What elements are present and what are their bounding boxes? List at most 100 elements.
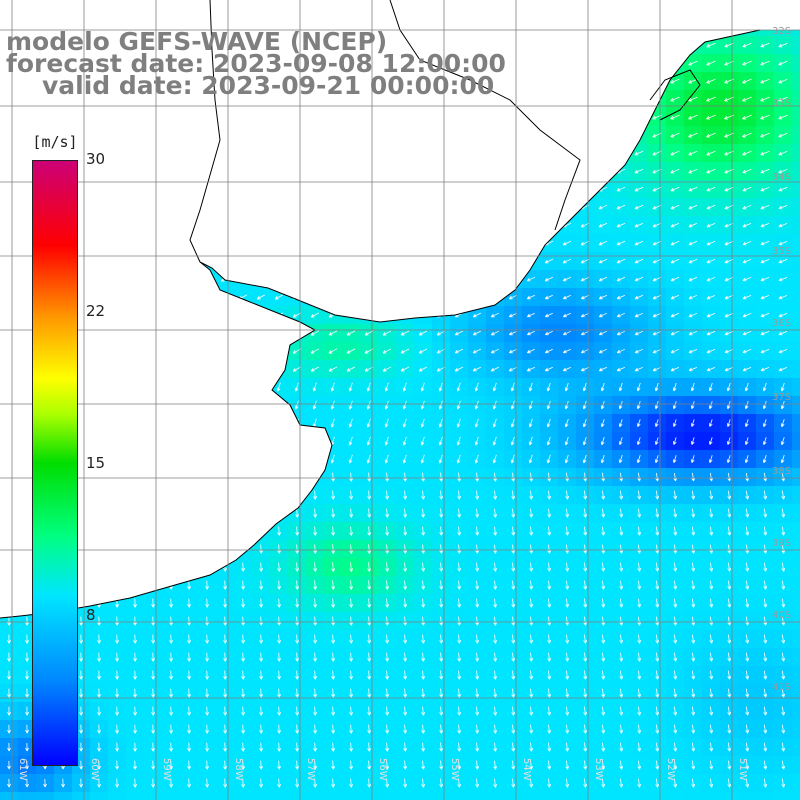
wind-arrow bbox=[601, 742, 606, 752]
wind-arrow bbox=[780, 419, 785, 428]
wind-arrow bbox=[688, 150, 698, 156]
wind-arrow bbox=[241, 562, 245, 572]
wind-arrow bbox=[634, 366, 644, 372]
wind-speed-cell bbox=[270, 792, 288, 800]
wind-arrow bbox=[781, 724, 786, 734]
wind-arrow bbox=[475, 634, 480, 644]
wind-arrow bbox=[780, 400, 785, 410]
wind-arrow bbox=[348, 436, 353, 446]
wind-arrow bbox=[511, 742, 516, 752]
wind-arrow bbox=[528, 382, 533, 392]
wind-speed-cell bbox=[792, 72, 800, 90]
wind-arrow bbox=[655, 706, 660, 716]
latitude-label: 37S bbox=[772, 392, 791, 403]
wind-arrow bbox=[367, 634, 372, 644]
wind-arrow bbox=[169, 652, 173, 662]
wind-arrow bbox=[223, 634, 227, 644]
wind-arrow bbox=[277, 526, 281, 536]
wind-arrow bbox=[654, 419, 659, 427]
wind-arrow bbox=[295, 598, 299, 608]
wind-arrow bbox=[616, 330, 625, 336]
wind-arrow bbox=[511, 760, 516, 770]
longitude-labels: 61W 60W 59W 58W 57W 56W 55W 54W 53W 52W 51W bbox=[17, 758, 748, 781]
wind-arrow bbox=[25, 742, 29, 752]
wind-arrow bbox=[565, 616, 570, 626]
wind-arrow bbox=[349, 742, 353, 752]
wind-arrow bbox=[205, 724, 209, 734]
wind-arrow bbox=[312, 400, 317, 410]
wind-arrow bbox=[421, 652, 426, 662]
wind-arrow bbox=[115, 760, 119, 770]
wind-arrow bbox=[385, 652, 390, 662]
wind-arrow bbox=[670, 312, 680, 318]
wind-arrow bbox=[511, 652, 516, 662]
wind-arrow bbox=[259, 616, 263, 626]
wind-arrow bbox=[187, 688, 191, 698]
wind-speed-cell bbox=[792, 54, 800, 72]
wind-speed-cell bbox=[792, 162, 800, 180]
wind-arrow bbox=[7, 706, 11, 716]
wind-speed-cell bbox=[648, 792, 666, 800]
wind-arrow bbox=[313, 706, 317, 716]
wind-arrow bbox=[439, 472, 444, 482]
wind-arrow bbox=[295, 616, 299, 626]
wind-arrow bbox=[562, 276, 572, 282]
wind-arrow bbox=[619, 472, 624, 482]
wind-speed-cell bbox=[792, 306, 800, 324]
wind-arrow bbox=[382, 330, 392, 336]
wind-arrow bbox=[742, 60, 752, 66]
wind-arrow bbox=[637, 634, 642, 644]
wind-speed-cell bbox=[792, 720, 800, 738]
wind-arrow bbox=[529, 616, 534, 626]
wind-arrow bbox=[493, 598, 498, 608]
wind-speed-cell bbox=[180, 792, 198, 800]
wind-arrow bbox=[727, 526, 732, 536]
wind-arrow bbox=[511, 544, 516, 554]
wind-arrow bbox=[727, 634, 732, 644]
wind-arrow bbox=[439, 706, 444, 716]
wind-arrow bbox=[43, 778, 47, 788]
wind-arrow bbox=[79, 742, 83, 752]
wind-arrow bbox=[528, 400, 533, 410]
wind-speed-cell bbox=[792, 756, 800, 774]
wind-arrow bbox=[565, 742, 570, 752]
wind-arrow bbox=[529, 724, 534, 734]
wind-arrow bbox=[634, 186, 644, 192]
wind-arrow bbox=[259, 544, 263, 554]
wind-arrow bbox=[187, 580, 191, 590]
wind-arrow bbox=[187, 670, 191, 680]
wind-arrow bbox=[601, 472, 606, 482]
wind-arrow bbox=[580, 366, 589, 372]
wind-arrow bbox=[745, 652, 750, 662]
wind-arrow bbox=[7, 688, 11, 698]
wind-speed-cell bbox=[18, 792, 36, 800]
wind-arrow bbox=[25, 778, 29, 788]
longitude-label: 61W bbox=[17, 758, 28, 781]
wind-arrow bbox=[223, 706, 227, 716]
wind-arrow bbox=[205, 580, 209, 590]
wind-arrow bbox=[709, 508, 714, 518]
wind-arrow bbox=[562, 312, 571, 318]
wind-arrow bbox=[205, 742, 209, 752]
wind-arrow bbox=[529, 760, 534, 770]
wind-arrow bbox=[709, 544, 714, 554]
wind-speed-cell bbox=[90, 792, 108, 800]
wind-arrow bbox=[403, 688, 408, 698]
wind-arrow bbox=[313, 634, 317, 644]
wind-arrow bbox=[637, 742, 642, 752]
wind-arrow bbox=[583, 544, 588, 554]
wind-arrow bbox=[688, 96, 698, 102]
wind-arrow bbox=[742, 276, 752, 282]
wind-speed-cell bbox=[792, 288, 800, 306]
wind-arrow bbox=[691, 760, 696, 770]
wind-arrow bbox=[706, 78, 716, 84]
wind-speed-cell bbox=[792, 234, 800, 252]
wind-arrow bbox=[709, 688, 714, 698]
wind-arrow bbox=[115, 670, 119, 680]
wind-arrow bbox=[618, 382, 623, 392]
wind-arrow bbox=[312, 382, 317, 392]
wind-arrow bbox=[526, 330, 535, 336]
wind-arrow bbox=[366, 436, 371, 446]
wind-speed-cell bbox=[396, 792, 414, 800]
wind-arrow bbox=[745, 742, 750, 752]
